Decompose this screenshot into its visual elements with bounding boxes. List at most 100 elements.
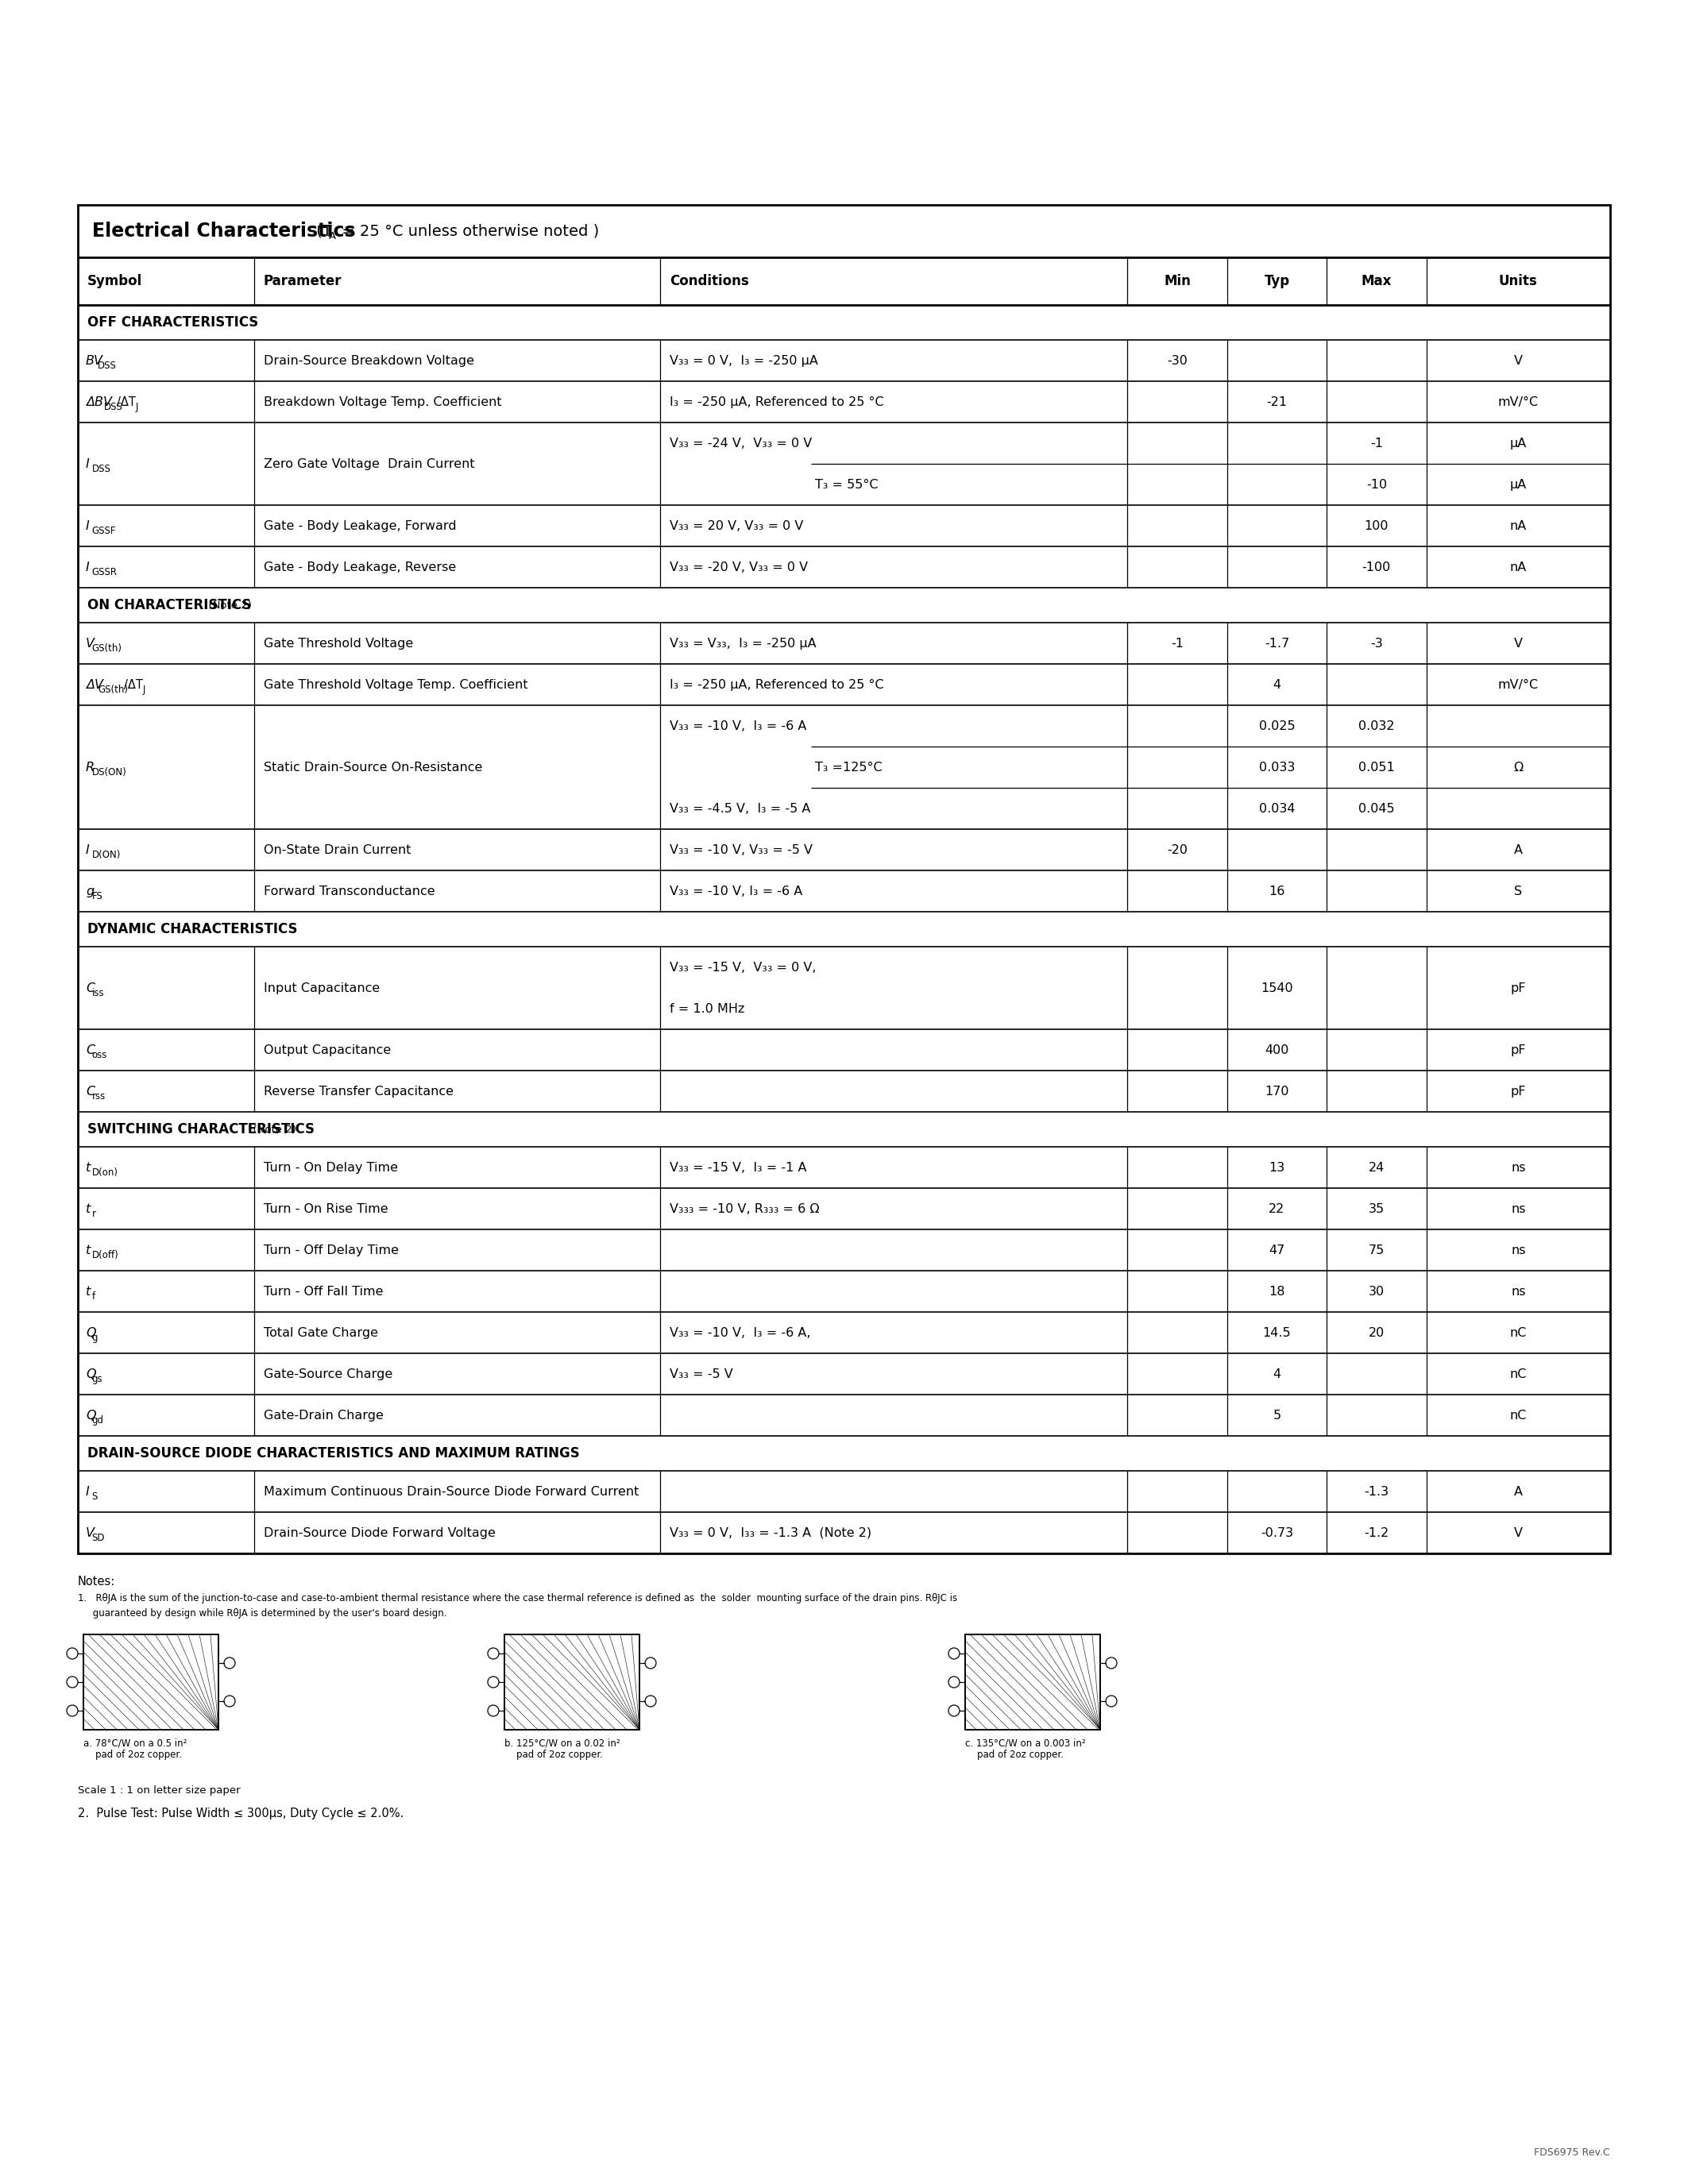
Text: D(ON): D(ON) (91, 850, 122, 860)
Text: 16: 16 (1269, 885, 1285, 898)
Text: mV/°C: mV/°C (1497, 395, 1538, 408)
Text: pF: pF (1511, 983, 1526, 994)
Text: Symbol: Symbol (88, 273, 142, 288)
Text: V₃₃ = -10 V, I₃ = -6 A: V₃₃ = -10 V, I₃ = -6 A (670, 885, 802, 898)
Text: /ΔT: /ΔT (116, 395, 135, 408)
Text: OFF CHARACTERISTICS: OFF CHARACTERISTICS (88, 314, 258, 330)
Text: V₃₃ = V₃₃,  I₃ = -250 μA: V₃₃ = V₃₃, I₃ = -250 μA (670, 638, 817, 649)
Text: I: I (86, 1485, 89, 1498)
Text: 22: 22 (1269, 1203, 1285, 1214)
Text: S: S (91, 1492, 98, 1500)
Text: ns: ns (1511, 1203, 1526, 1214)
Text: Input Capacitance: Input Capacitance (263, 983, 380, 994)
Text: V₃₃ = -10 V, V₃₃ = -5 V: V₃₃ = -10 V, V₃₃ = -5 V (670, 843, 812, 856)
Text: 30: 30 (1369, 1286, 1384, 1297)
Text: -3: -3 (1371, 638, 1382, 649)
Text: V₃₃ = -10 V,  I₃ = -6 A: V₃₃ = -10 V, I₃ = -6 A (670, 721, 807, 732)
Text: I: I (86, 561, 89, 572)
Text: I: I (86, 520, 89, 531)
Text: SWITCHING CHARACTERISTICS: SWITCHING CHARACTERISTICS (88, 1123, 314, 1136)
Text: V: V (1514, 1527, 1523, 1540)
Text: D(off): D(off) (91, 1249, 118, 1260)
Text: iss: iss (91, 987, 105, 998)
Text: Zero Gate Voltage  Drain Current: Zero Gate Voltage Drain Current (263, 459, 474, 470)
Text: a. 78°C/W on a 0.5 in²
    pad of 2oz copper.: a. 78°C/W on a 0.5 in² pad of 2oz copper… (83, 1738, 187, 1760)
Text: t: t (86, 1245, 91, 1256)
Text: Parameter: Parameter (263, 273, 343, 288)
Text: ON CHARACTERISTICS: ON CHARACTERISTICS (88, 598, 252, 612)
Text: (T: (T (311, 223, 331, 238)
Bar (505, 1634, 640, 1730)
Text: 18: 18 (1269, 1286, 1285, 1297)
Bar (966, 1634, 1101, 1730)
Text: Static Drain-Source On-Resistance: Static Drain-Source On-Resistance (263, 762, 483, 773)
Text: -20: -20 (1166, 843, 1188, 856)
Text: ns: ns (1511, 1286, 1526, 1297)
Bar (78, 205, 1610, 1553)
Text: SD: SD (91, 1533, 105, 1542)
Text: GS(th): GS(th) (91, 642, 122, 653)
Text: J: J (143, 684, 145, 695)
Text: 5: 5 (1273, 1409, 1281, 1422)
Text: t: t (86, 1286, 91, 1297)
Text: FS: FS (91, 891, 103, 902)
Text: Breakdown Voltage Temp. Coefficient: Breakdown Voltage Temp. Coefficient (263, 395, 501, 408)
Text: V₃₃ = -5 V: V₃₃ = -5 V (670, 1367, 733, 1380)
Text: Units: Units (1499, 273, 1538, 288)
Text: t: t (86, 1203, 91, 1214)
Text: -100: -100 (1362, 561, 1391, 572)
Text: V₃₃ = 0 V,  I₃₃ = -1.3 A  (Note 2): V₃₃ = 0 V, I₃₃ = -1.3 A (Note 2) (670, 1527, 871, 1540)
Text: 1.   RθJA is the sum of the junction-to-case and case-to-ambient thermal resista: 1. RθJA is the sum of the junction-to-ca… (78, 1592, 957, 1603)
Text: S: S (1514, 885, 1523, 898)
Text: mV/°C: mV/°C (1497, 679, 1538, 690)
Text: ΔBV: ΔBV (86, 395, 111, 408)
Text: Turn - On Delay Time: Turn - On Delay Time (263, 1162, 398, 1173)
Text: I: I (86, 459, 89, 470)
Text: 400: 400 (1264, 1044, 1290, 1055)
Text: DSS: DSS (105, 402, 123, 413)
Text: Q: Q (86, 1367, 96, 1380)
Text: I: I (86, 843, 89, 856)
Text: ns: ns (1511, 1245, 1526, 1256)
Text: Maximum Continuous Drain-Source Diode Forward Current: Maximum Continuous Drain-Source Diode Fo… (263, 1485, 638, 1498)
Text: gd: gd (91, 1415, 103, 1426)
Text: ns: ns (1511, 1162, 1526, 1173)
Text: DRAIN-SOURCE DIODE CHARACTERISTICS AND MAXIMUM RATINGS: DRAIN-SOURCE DIODE CHARACTERISTICS AND M… (88, 1446, 579, 1461)
Text: g: g (91, 1332, 98, 1343)
Text: V₃₃ = -10 V,  I₃ = -6 A,: V₃₃ = -10 V, I₃ = -6 A, (670, 1326, 810, 1339)
Text: -10: -10 (1366, 478, 1388, 491)
Text: Turn - Off Delay Time: Turn - Off Delay Time (263, 1245, 398, 1256)
Text: T₃ = 55°C: T₃ = 55°C (815, 478, 878, 491)
Text: 13: 13 (1269, 1162, 1285, 1173)
Text: V₃₃ = 20 V, V₃₃ = 0 V: V₃₃ = 20 V, V₃₃ = 0 V (670, 520, 803, 531)
Text: b. 125°C/W on a 0.02 in²
    pad of 2oz copper.: b. 125°C/W on a 0.02 in² pad of 2oz copp… (505, 1738, 619, 1760)
Text: f: f (91, 1291, 95, 1302)
Text: Turn - On Rise Time: Turn - On Rise Time (263, 1203, 388, 1214)
Text: Forward Transconductance: Forward Transconductance (263, 885, 436, 898)
Text: R: R (86, 762, 95, 773)
Text: gs: gs (91, 1374, 103, 1385)
Text: nC: nC (1509, 1326, 1526, 1339)
Text: rss: rss (91, 1090, 106, 1101)
Text: Turn - Off Fall Time: Turn - Off Fall Time (263, 1286, 383, 1297)
Text: = 25 °C unless otherwise noted ): = 25 °C unless otherwise noted ) (336, 223, 599, 238)
Text: I₃ = -250 μA, Referenced to 25 °C: I₃ = -250 μA, Referenced to 25 °C (670, 679, 885, 690)
Text: -1.7: -1.7 (1264, 638, 1290, 649)
Text: Notes:: Notes: (78, 1575, 115, 1588)
Text: 100: 100 (1364, 520, 1389, 531)
Text: On-State Drain Current: On-State Drain Current (263, 843, 410, 856)
Text: V: V (1514, 638, 1523, 649)
Text: 170: 170 (1264, 1085, 1290, 1096)
Text: C: C (86, 1085, 95, 1096)
Text: c. 135°C/W on a 0.003 in²
    pad of 2oz copper.: c. 135°C/W on a 0.003 in² pad of 2oz cop… (966, 1738, 1085, 1760)
Text: 47: 47 (1269, 1245, 1285, 1256)
Text: Scale 1 : 1 on letter size paper: Scale 1 : 1 on letter size paper (78, 1784, 240, 1795)
Text: r: r (91, 1208, 96, 1219)
Text: 0.045: 0.045 (1359, 802, 1394, 815)
Text: J: J (135, 402, 138, 413)
Text: oss: oss (91, 1051, 108, 1059)
Text: -1: -1 (1171, 638, 1183, 649)
Text: T₃ =125°C: T₃ =125°C (815, 762, 883, 773)
Text: 1540: 1540 (1261, 983, 1293, 994)
Text: Gate-Source Charge: Gate-Source Charge (263, 1367, 393, 1380)
